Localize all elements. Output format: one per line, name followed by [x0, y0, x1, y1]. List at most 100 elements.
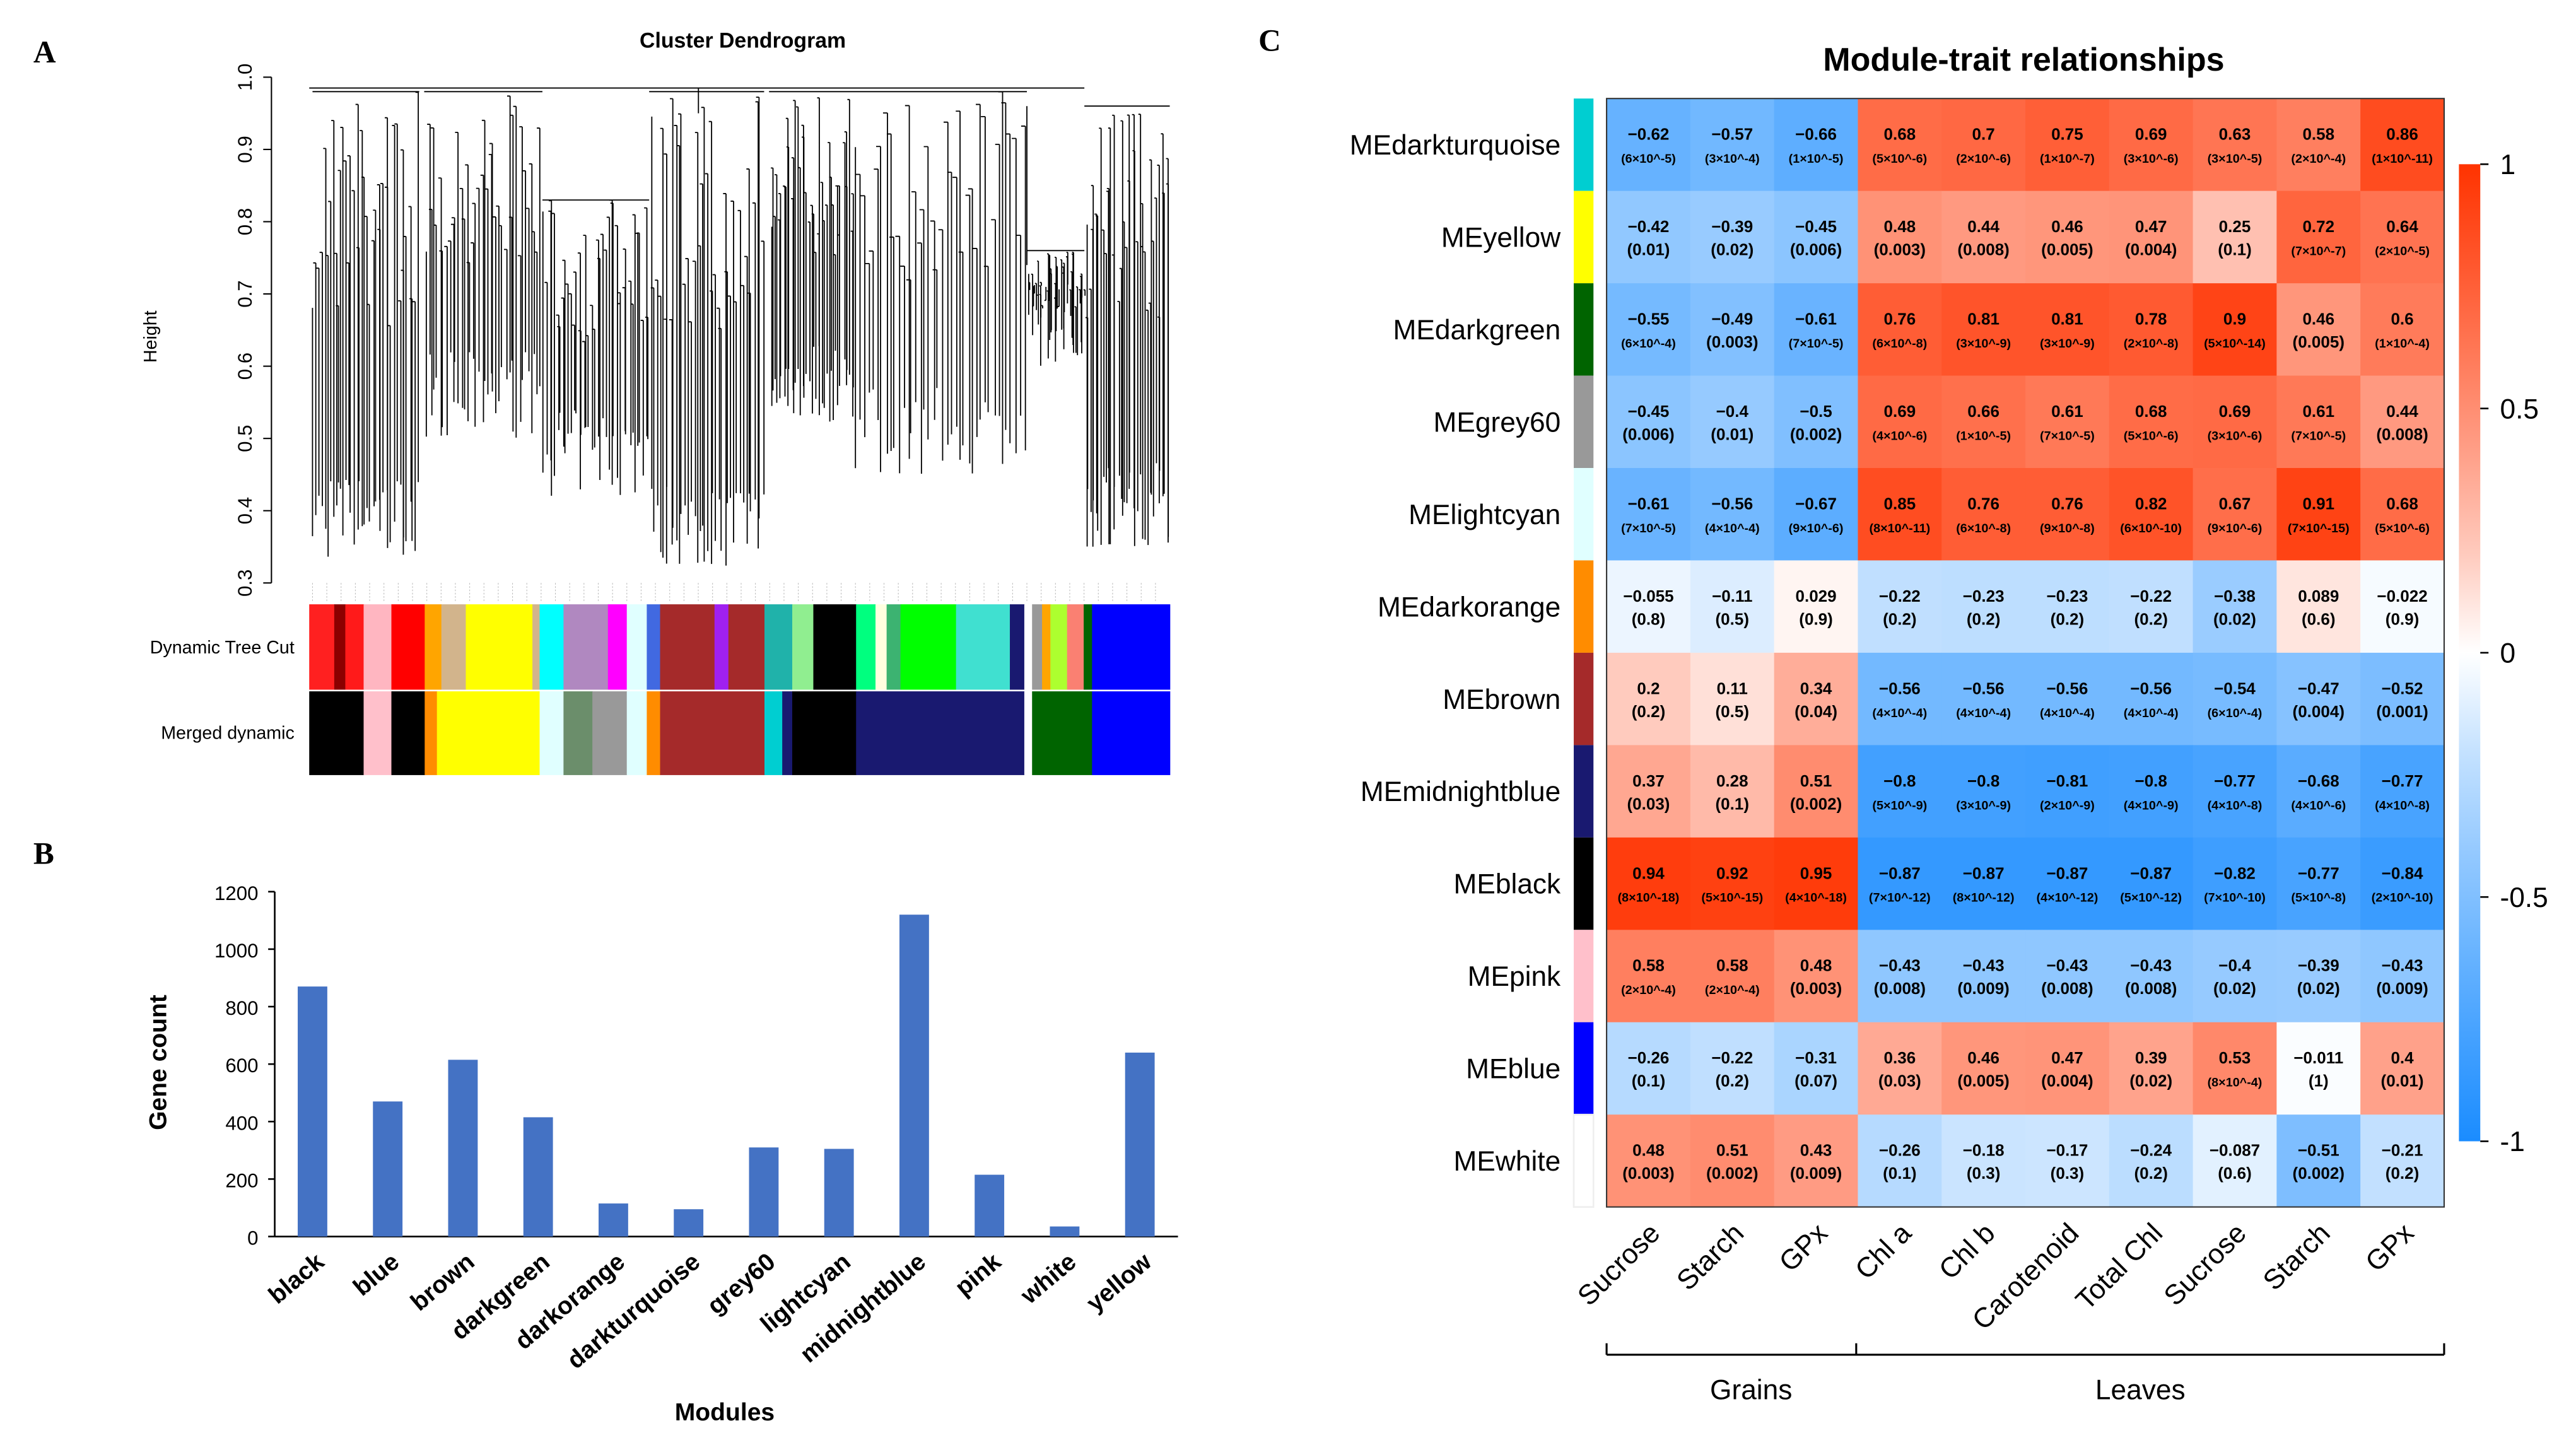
- cell-correlation: 0.81: [2051, 310, 2083, 329]
- row-label-MEblack: MEblack: [1454, 869, 1562, 900]
- pvalue-open-paren: (: [2040, 522, 2044, 535]
- pvalue-close-paren: ): [2090, 429, 2095, 443]
- cell-correlation: 0.76: [1884, 310, 1916, 329]
- pvalue-close-paren: ): [1837, 240, 1842, 259]
- pvalue-close-paren: ): [2172, 240, 2177, 259]
- pvalue-text: 0.009: [1796, 1164, 1837, 1183]
- pvalue-open-paren: (: [2040, 337, 2044, 351]
- pvalue-open-paren: (: [2204, 891, 2208, 905]
- pvalue-text: 5×10^-14: [2208, 337, 2262, 351]
- dynamic-tree-cut-segment: [626, 604, 648, 690]
- pvalue-close-paren: ): [2162, 609, 2168, 628]
- pvalue-close-paren: ): [1911, 609, 1917, 628]
- pvalue-open-paren: (: [1956, 152, 1960, 166]
- heatmap-cell: [1941, 1022, 2026, 1115]
- cell-correlation: 0.37: [1632, 771, 1665, 790]
- cell-pvalue: (1×10^-5): [1956, 429, 2011, 443]
- pvalue-open-paren: (: [2124, 337, 2128, 351]
- heatmap-cell: [1774, 560, 1858, 653]
- pvalue-open-paren: (: [2372, 152, 2376, 166]
- pvalue-close-paren: ): [2079, 1164, 2085, 1183]
- pvalue-text: 6×10^-4: [2211, 706, 2258, 720]
- y-tick-label: 0.9: [234, 136, 256, 163]
- cell-correlation: 0.78: [2135, 310, 2167, 329]
- pvalue-text: 0.008: [1879, 979, 1920, 998]
- heatmap-cell: [1690, 1114, 1775, 1208]
- cell-correlation: −0.43: [1879, 956, 1921, 975]
- bar-y-tick-label: 1000: [214, 940, 258, 962]
- cell-correlation: 0.58: [2302, 125, 2334, 144]
- y-tick-label: 0.7: [234, 280, 256, 307]
- cell-correlation: 0.48: [1884, 217, 1916, 236]
- pvalue-text: 1×10^-4: [2379, 337, 2426, 351]
- colorbar-tick-label: 0.5: [2500, 394, 2539, 424]
- cell-pvalue: (5×10^-15): [1701, 891, 1763, 905]
- heatmap-cell: [2193, 468, 2277, 561]
- cell-correlation: −0.61: [1795, 310, 1837, 329]
- dynamic-tree-cut-segment: [1024, 604, 1033, 690]
- pvalue-text: 2×10^-8: [2128, 337, 2174, 351]
- pvalue-text: 0.01: [1716, 424, 1748, 443]
- pvalue-text: 4×10^-4: [1876, 706, 1923, 720]
- pvalue-close-paren: ): [2258, 152, 2263, 166]
- pvalue-close-paren: ): [2251, 609, 2256, 628]
- pvalue-close-paren: ): [1839, 522, 1844, 535]
- heatmap-cell: [1858, 560, 1942, 653]
- pvalue-text: 8×10^-4: [2211, 1076, 2258, 1090]
- pvalue-text: 0.02: [2219, 979, 2251, 998]
- heatmap-cell: [2193, 283, 2277, 377]
- cell-correlation: −0.66: [1795, 125, 1837, 144]
- cell-pvalue: (3×10^-4): [1705, 152, 1760, 166]
- cell-correlation: 0.47: [2135, 217, 2167, 236]
- merged-dynamic-segment: [1024, 691, 1033, 775]
- module-color-swatch: [1574, 190, 1594, 284]
- pvalue-text: 0.3: [2056, 1164, 2078, 1183]
- pvalue-open-paren: (: [2375, 522, 2379, 535]
- pvalue-close-paren: ): [1837, 1164, 1842, 1183]
- cell-pvalue: (0.01): [1711, 424, 1753, 443]
- pvalue-open-paren: (: [2051, 1164, 2056, 1183]
- pvalue-open-paren: (: [2375, 798, 2379, 812]
- pvalue-close-paren: ): [2174, 152, 2179, 166]
- heatmap-cell: [1774, 745, 1858, 838]
- dynamic-tree-cut-segment: [1067, 604, 1084, 690]
- pvalue-close-paren: ): [2090, 152, 2095, 166]
- cell-pvalue: (0.003): [1790, 979, 1842, 998]
- heatmap-cell: [1690, 652, 1775, 745]
- cell-correlation: −0.42: [1628, 217, 1670, 236]
- pvalue-close-paren: ): [1837, 979, 1842, 998]
- pvalue-open-paren: (: [2124, 429, 2128, 443]
- dynamic-tree-cut-segment: [363, 604, 392, 690]
- cell-correlation: 0.68: [1884, 125, 1916, 144]
- pvalue-open-paren: (: [2302, 609, 2307, 628]
- cell-pvalue: (4×10^-4): [1956, 706, 2011, 720]
- row-label-MEdarkgreen: MEdarkgreen: [1393, 315, 1561, 346]
- dynamic-tree-cut-segment: [1042, 604, 1051, 690]
- pvalue-text: 2×10^-4: [1709, 983, 1755, 997]
- pvalue-open-paren: (: [1621, 152, 1625, 166]
- pvalue-close-paren: ): [1827, 609, 1833, 628]
- pvalue-close-paren: ): [2342, 798, 2346, 812]
- pvalue-open-paren: (: [1621, 983, 1625, 997]
- cell-correlation: −0.67: [1795, 494, 1837, 513]
- pvalue-close-paren: ): [2004, 979, 2010, 998]
- cell-correlation: 0.39: [2135, 1048, 2167, 1067]
- module-color-swatch: [1574, 375, 1594, 469]
- pvalue-close-paren: ): [1926, 891, 1931, 905]
- cell-pvalue: (0.02): [2297, 979, 2340, 998]
- pvalue-open-paren: (: [2208, 429, 2212, 443]
- cell-correlation: −0.39: [2298, 956, 2339, 975]
- pvalue-text: 1×10^-5: [1960, 429, 2007, 443]
- column-label: GPx: [1773, 1217, 1834, 1278]
- cell-pvalue: (7×10^-5): [1789, 337, 1844, 351]
- heatmap-cell: [2109, 652, 2194, 745]
- heatmap-cell: [1774, 283, 1858, 377]
- merged-dynamic-segment: [626, 691, 648, 775]
- pvalue-text: 5×10^-15: [1706, 891, 1759, 905]
- pvalue-close-paren: ): [2428, 152, 2433, 166]
- cell-pvalue: (0.04): [1794, 702, 1837, 721]
- cell-correlation: 0.75: [2051, 125, 2083, 144]
- bar-x-axis-label: Modules: [675, 1399, 775, 1426]
- pvalue-close-paren: ): [2258, 1076, 2263, 1090]
- pvalue-open-paren: (: [1711, 240, 1716, 259]
